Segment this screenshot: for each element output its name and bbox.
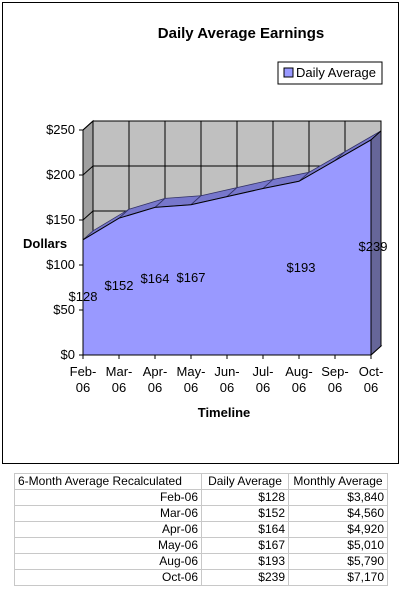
table-cell-daily: $239 [201, 569, 289, 586]
data-label: $167 [177, 270, 206, 285]
y-tick-label: $250 [46, 122, 75, 137]
table-row: Apr-06 $164 $4,920 [14, 521, 388, 538]
x-axis-title: Timeline [198, 405, 251, 420]
x-tick-label: 06 [112, 380, 126, 395]
y-tick-label: $150 [46, 212, 75, 227]
legend-swatch [283, 67, 294, 78]
x-tick-label: Mar- [106, 364, 133, 379]
table-row: Aug-06 $193 $5,790 [14, 553, 388, 570]
x-tick-label: 06 [292, 380, 306, 395]
table-row: Feb-06 $128 $3,840 [14, 489, 388, 506]
x-tick-label: May- [177, 364, 206, 379]
x-tick-label: Jul- [253, 364, 274, 379]
x-tick-label: 06 [148, 380, 162, 395]
table-cell-monthly: $5,790 [288, 553, 388, 570]
data-label: $164 [141, 271, 170, 286]
gridline-side [82, 120, 94, 131]
legend-box [277, 61, 383, 85]
table-cell-month: Aug-06 [14, 553, 202, 570]
table-cell-monthly: $4,920 [288, 521, 388, 538]
table-header-cell: Daily Average [201, 473, 289, 490]
table-cell-daily: $193 [201, 553, 289, 570]
table-cell-daily: $152 [201, 505, 289, 522]
y-tick-label: $50 [53, 302, 75, 317]
table-cell-month: Oct-06 [14, 569, 202, 586]
gridline-side [82, 210, 94, 221]
table-row: Oct-06 $239 $7,170 [14, 569, 388, 586]
table-cell-month: May-06 [14, 537, 202, 554]
x-tick-label: Jun- [214, 364, 239, 379]
data-label: $239 [359, 239, 388, 254]
y-tick-label: $0 [61, 347, 75, 362]
chart-title: Daily Average Earnings [158, 25, 324, 42]
data-label: $128 [69, 289, 98, 304]
x-tick-label: 06 [220, 380, 234, 395]
table-cell-monthly: $7,170 [288, 569, 388, 586]
data-table: 6-Month Average Recalculated Daily Avera… [14, 473, 388, 586]
x-tick-label: 06 [328, 380, 342, 395]
table-row: Mar-06 $152 $4,560 [14, 505, 388, 522]
table-header-row: 6-Month Average Recalculated Daily Avera… [14, 473, 388, 490]
y-tick-label: $100 [46, 257, 75, 272]
x-tick-label: Sep- [321, 364, 348, 379]
table-cell-monthly: $4,560 [288, 505, 388, 522]
legend: Daily Average [277, 61, 383, 85]
table-cell-month: Mar-06 [14, 505, 202, 522]
table-cell-daily: $128 [201, 489, 289, 506]
table-cell-monthly: $3,840 [288, 489, 388, 506]
table-cell-daily: $167 [201, 537, 289, 554]
x-tick-label: Feb- [70, 364, 97, 379]
x-tick-label: Oct- [359, 364, 384, 379]
x-tick-label: Aug- [285, 364, 312, 379]
y-tick-label: $200 [46, 167, 75, 182]
table-cell-daily: $164 [201, 521, 289, 538]
area-front-face [82, 139, 372, 356]
y-axis-title: Dollars [23, 236, 67, 251]
data-label: $193 [287, 260, 316, 275]
plot-area: $0$50$100$150$200$250Feb-06Mar-06Apr-06M… [46, 119, 388, 395]
data-label: $152 [105, 278, 134, 293]
x-tick-label: 06 [364, 380, 378, 395]
table-row: May-06 $167 $5,010 [14, 537, 388, 554]
table-cell-month: Feb-06 [14, 489, 202, 506]
x-tick-label: 06 [76, 380, 90, 395]
gridline-side [82, 165, 94, 176]
table-cell-monthly: $5,010 [288, 537, 388, 554]
x-tick-label: 06 [184, 380, 198, 395]
legend-label: Daily Average [296, 65, 376, 80]
x-tick-label: Apr- [143, 364, 168, 379]
table-header-cell: 6-Month Average Recalculated [14, 473, 202, 490]
chart-area: Daily Average Earnings Dollars Timeline … [2, 2, 399, 464]
table-cell-month: Apr-06 [14, 521, 202, 538]
table-header-cell: Monthly Average [288, 473, 388, 490]
x-tick-label: 06 [256, 380, 270, 395]
area-chart: Daily Average Earnings Dollars Timeline … [23, 25, 388, 420]
